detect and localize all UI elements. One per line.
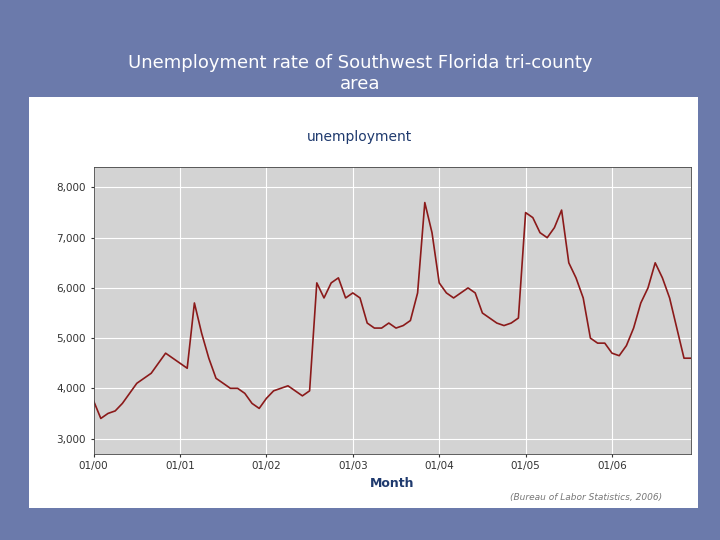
Text: (Bureau of Labor Statistics, 2006): (Bureau of Labor Statistics, 2006): [510, 493, 662, 502]
Text: Unemployment rate of Southwest Florida tri-county
area: Unemployment rate of Southwest Florida t…: [127, 54, 593, 93]
X-axis label: Month: Month: [370, 477, 415, 490]
Text: unemployment: unemployment: [307, 130, 413, 144]
